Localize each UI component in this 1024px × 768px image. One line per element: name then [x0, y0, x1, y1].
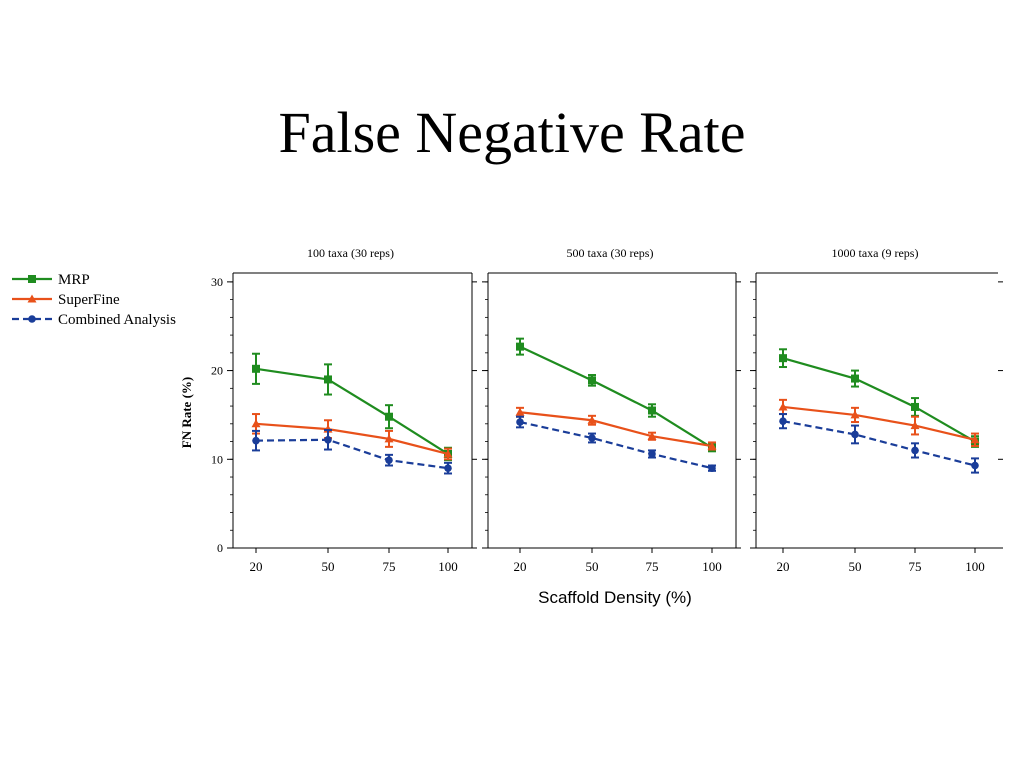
data-point [516, 418, 524, 426]
data-point [911, 402, 919, 411]
series-line [782, 405, 976, 441]
legend-item-mrp: MRP [12, 272, 90, 288]
y-axis-label: FN Rate (%) [179, 377, 194, 448]
series-mrp [779, 348, 979, 448]
data-point [444, 464, 452, 472]
x-tick-label: 50 [586, 559, 599, 574]
data-point [588, 434, 596, 442]
x-tick-label: 75 [909, 559, 922, 574]
legend-marker [27, 294, 37, 303]
y-tick-label: 30 [211, 275, 223, 289]
x-tick-label: 20 [514, 559, 527, 574]
series-combined-analysis [779, 413, 979, 474]
x-tick-label: 50 [322, 559, 335, 574]
data-point [384, 434, 394, 443]
series-line [782, 357, 976, 443]
panel-title: 500 taxa (30 reps) [567, 246, 654, 260]
data-point [516, 342, 524, 351]
series-line [782, 420, 976, 467]
data-point [910, 421, 920, 430]
series-superfine [778, 398, 980, 447]
series-combined-analysis [252, 429, 452, 475]
data-point [850, 410, 860, 419]
data-point [647, 431, 657, 440]
x-tick-label: 20 [250, 559, 263, 574]
data-point [779, 417, 787, 425]
y-tick-label: 0 [217, 541, 223, 555]
data-point [851, 430, 859, 439]
data-point [252, 436, 260, 445]
legend-item-combined-analysis: Combined Analysis [12, 312, 176, 328]
x-tick-label: 20 [777, 559, 790, 574]
legend-label: MRP [58, 272, 90, 288]
legend-item-superfine: SuperFine [12, 292, 120, 308]
series-line [519, 420, 713, 470]
series-combined-analysis [516, 415, 716, 472]
data-point [251, 419, 261, 428]
chart-panel-1: 0 10 20 30 20 50 75 100 100 taxa (30 reps) FN Rat… [179, 246, 477, 574]
shared-x-axis-label: Scaffold Density (%) [538, 588, 692, 607]
x-tick-label: 75 [383, 559, 396, 574]
y-tick-label: 10 [211, 452, 223, 466]
data-point [443, 449, 453, 458]
legend-label: SuperFine [58, 292, 120, 308]
data-point [708, 464, 716, 472]
series-mrp [252, 352, 452, 462]
series-line [519, 411, 713, 448]
data-point [587, 415, 597, 424]
data-point [385, 412, 393, 421]
data-point [252, 364, 260, 373]
data-point [970, 435, 980, 444]
data-point [648, 450, 656, 458]
data-point [778, 402, 788, 411]
series-line [255, 367, 449, 455]
data-point [385, 456, 393, 464]
series-line [255, 422, 449, 456]
chart-panel-3: 20 50 75 100 1000 taxa (9 reps) [750, 246, 1003, 574]
x-tick-label: 100 [438, 559, 458, 574]
data-point [515, 407, 525, 416]
legend-label: Combined Analysis [58, 312, 176, 328]
data-point [648, 406, 656, 415]
x-tick-label: 75 [646, 559, 659, 574]
series-line [519, 345, 713, 449]
legend-marker [28, 315, 36, 323]
data-point [911, 446, 919, 455]
slide-title: False Negative Rate [278, 100, 746, 165]
series-mrp [516, 337, 716, 453]
legend: MRP SuperFine Combined Analysis [12, 272, 176, 328]
x-tick-label: 100 [965, 559, 985, 574]
y-tick-label: 20 [211, 364, 223, 378]
panel-title: 100 taxa (30 reps) [307, 246, 394, 260]
data-point [324, 375, 332, 384]
x-tick-label: 100 [702, 559, 722, 574]
x-tick-label: 50 [849, 559, 862, 574]
data-point [707, 441, 717, 450]
data-point [324, 435, 332, 444]
data-point [588, 376, 596, 385]
data-point [779, 354, 787, 363]
series-line [255, 438, 449, 470]
panel-title: 1000 taxa (9 reps) [832, 246, 919, 260]
legend-marker [28, 275, 36, 283]
chart-panel-2: 20 50 75 100 500 taxa (30 reps) [482, 246, 741, 574]
data-point [971, 461, 979, 470]
data-point [851, 374, 859, 383]
